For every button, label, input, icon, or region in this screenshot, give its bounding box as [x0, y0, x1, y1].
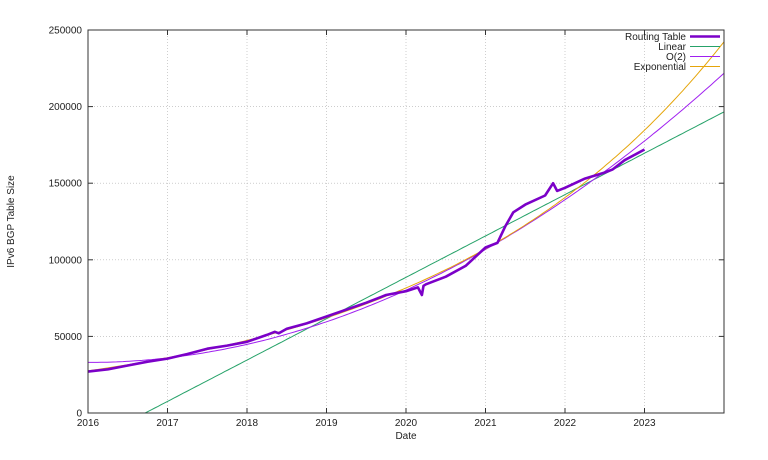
routing-table-series [88, 148, 646, 373]
y-tick-label: 200000 [49, 102, 83, 113]
grid [88, 30, 724, 413]
x-tick-label: 2019 [315, 418, 338, 429]
y-tick-label: 100000 [49, 255, 83, 266]
legend-label: Routing Table [625, 32, 686, 43]
y-tick-label: 0 [76, 409, 82, 420]
y-axis-label: IPv6 BGP Table Size [6, 175, 17, 268]
x-tick-label: 2023 [633, 418, 656, 429]
routing-table-line [88, 148, 646, 373]
legend-label: Linear [658, 42, 686, 53]
x-tick-label: 2016 [77, 418, 100, 429]
legend-label: Exponential [634, 62, 686, 73]
linear-fit-line [144, 111, 724, 413]
x-tick-label: 2017 [156, 418, 179, 429]
y-tick-label: 50000 [54, 332, 82, 343]
x-tick-label: 2021 [474, 418, 497, 429]
x-tick-label: 2022 [554, 418, 577, 429]
x-axis-label: Date [395, 431, 417, 442]
axis-ticks: 2016 2017 2018 2019 2020 2021 2022 2023 0 50000 10… [49, 26, 724, 429]
x-tick-label: 2018 [236, 418, 259, 429]
legend-label: O(2) [666, 52, 686, 63]
y-tick-label: 150000 [49, 179, 83, 190]
x-tick-label: 2020 [395, 418, 418, 429]
y-tick-label: 250000 [49, 26, 83, 37]
